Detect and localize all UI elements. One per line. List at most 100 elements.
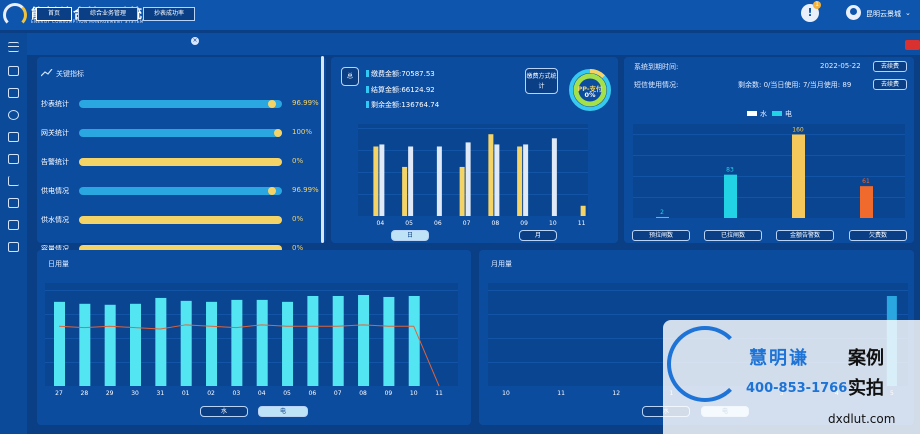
fee-tick-label: 04 (377, 220, 385, 227)
legend-elec-swatch (772, 111, 782, 116)
status-value-label: 61 (862, 178, 870, 185)
status-bar (792, 134, 805, 218)
gridline (633, 134, 905, 136)
status-bar (656, 216, 669, 218)
fee-bar-settled (523, 144, 529, 216)
kpi-label: 告警统计 (41, 158, 69, 166)
month-button[interactable]: 月 (519, 230, 557, 241)
daily-bar (408, 295, 420, 386)
kpi-value: 100% (292, 128, 313, 136)
download-icon[interactable] (8, 154, 19, 164)
menu-icon[interactable] (8, 42, 19, 52)
daily-title: 日用量 (48, 260, 69, 268)
daily-bar (332, 295, 344, 386)
tab-business[interactable]: 综合业务管理 (78, 7, 138, 21)
status-category-button[interactable]: 欠费数 (849, 230, 907, 241)
daily-bar (307, 295, 319, 386)
document-icon[interactable] (8, 198, 19, 208)
daily-bar (383, 296, 395, 386)
daily-tick-label: 08 (359, 390, 367, 397)
gridline (633, 197, 905, 198)
daily-trend-line (58, 324, 440, 387)
kpi-value: 96.99% (292, 186, 319, 194)
chevron-down-icon[interactable]: ⌄ (905, 9, 911, 17)
watermark-logo-icon (667, 326, 743, 402)
daily-tick-label: 10 (410, 390, 418, 397)
daily-tick-label: 09 (385, 390, 393, 397)
scrollbar[interactable] (321, 56, 324, 243)
daily-water-button[interactable]: 水 (200, 406, 248, 417)
daily-tick-label: 30 (131, 390, 139, 397)
kpi-progress-bar (79, 245, 282, 253)
status-category-button[interactable]: 金额告警数 (776, 230, 834, 241)
gridline (488, 314, 908, 315)
folder-icon[interactable] (8, 88, 19, 98)
gridline (358, 128, 588, 129)
image-icon[interactable] (8, 66, 19, 76)
daily-bar (104, 304, 116, 386)
daily-bar (282, 301, 294, 386)
fee-bar-settled (551, 138, 557, 216)
day-button[interactable]: 日 (391, 230, 429, 241)
alert-badge: 1 (813, 1, 821, 9)
daily-tick-label: 06 (309, 390, 317, 397)
sidebar (0, 33, 27, 434)
kpi-value: 96.99% (292, 99, 319, 107)
renew-button[interactable]: 去续费 (873, 61, 907, 72)
fee-bar-settled (465, 142, 471, 216)
close-icon[interactable]: × (191, 37, 199, 45)
status-category-button[interactable]: 预拉闸数 (632, 230, 690, 241)
tab-bar (27, 33, 920, 55)
trend-line-icon (41, 69, 53, 77)
monthly-title: 月用量 (491, 260, 512, 268)
settled-amount: 结算金额:66124.92 (366, 86, 435, 94)
fee-bar-settled (580, 205, 586, 216)
trend-icon[interactable] (8, 176, 19, 186)
status-category-button[interactable]: 已拉闸数 (704, 230, 762, 241)
grid-icon[interactable] (8, 220, 19, 230)
daily-bar (206, 301, 218, 386)
fee-bar-settled (408, 146, 414, 216)
tab-home[interactable]: 首页 (36, 7, 72, 21)
renew-sms-button[interactable]: 去续费 (873, 79, 907, 90)
fee-plot-area (358, 124, 588, 216)
daily-bar (231, 299, 243, 386)
status-value-label: 83 (726, 167, 734, 174)
legend-water-swatch (747, 111, 757, 116)
payment-method-chip: 缴费方式统计 (525, 68, 558, 94)
fee-bar-settled (494, 144, 500, 216)
legend-elec: 电 (785, 110, 792, 118)
user-avatar-icon[interactable] (846, 5, 861, 20)
gridline (45, 338, 458, 339)
yen-icon[interactable] (8, 110, 19, 120)
paid-amount: 缴费金额:70587.53 (366, 70, 435, 78)
kpi-title: 关键指标 (56, 70, 84, 78)
expire-date: 2022-05-22 (820, 62, 861, 70)
monthly-tick-label: 11 (557, 390, 565, 397)
kpi-value: 0% (292, 215, 304, 223)
daily-tick-label: 28 (81, 390, 89, 397)
tab-reading-rate[interactable]: 抄表成功率 (143, 7, 195, 21)
daily-bar (130, 303, 142, 386)
status-chart: 2 83 160 61 (633, 126, 905, 218)
kpi-progress-end (267, 187, 276, 195)
fee-tick-label: 06 (434, 220, 442, 227)
daily-elec-button[interactable]: 电 (258, 406, 308, 417)
gridline (488, 290, 908, 291)
user-name[interactable]: 昆明云景城 (866, 10, 901, 18)
fee-chart: 04 05 06 07 08 09 10 11 (358, 128, 588, 227)
picture-icon[interactable] (8, 242, 19, 252)
donut-value: 0% (584, 91, 596, 99)
daily-tick-label: 31 (157, 390, 165, 397)
logo-icon (3, 3, 27, 27)
daily-tick-label: 07 (334, 390, 342, 397)
gridline (358, 194, 588, 195)
watermark-title: 慧明谦 (749, 348, 809, 369)
fullscreen-button[interactable] (905, 40, 920, 50)
fee-tick-label: 07 (463, 220, 471, 227)
kpi-value: 0% (292, 244, 304, 252)
gridline (633, 176, 905, 177)
kpi-label: 供电情况 (41, 187, 69, 195)
kpi-label: 容量情况 (41, 245, 69, 253)
monitor-icon[interactable] (8, 132, 19, 142)
